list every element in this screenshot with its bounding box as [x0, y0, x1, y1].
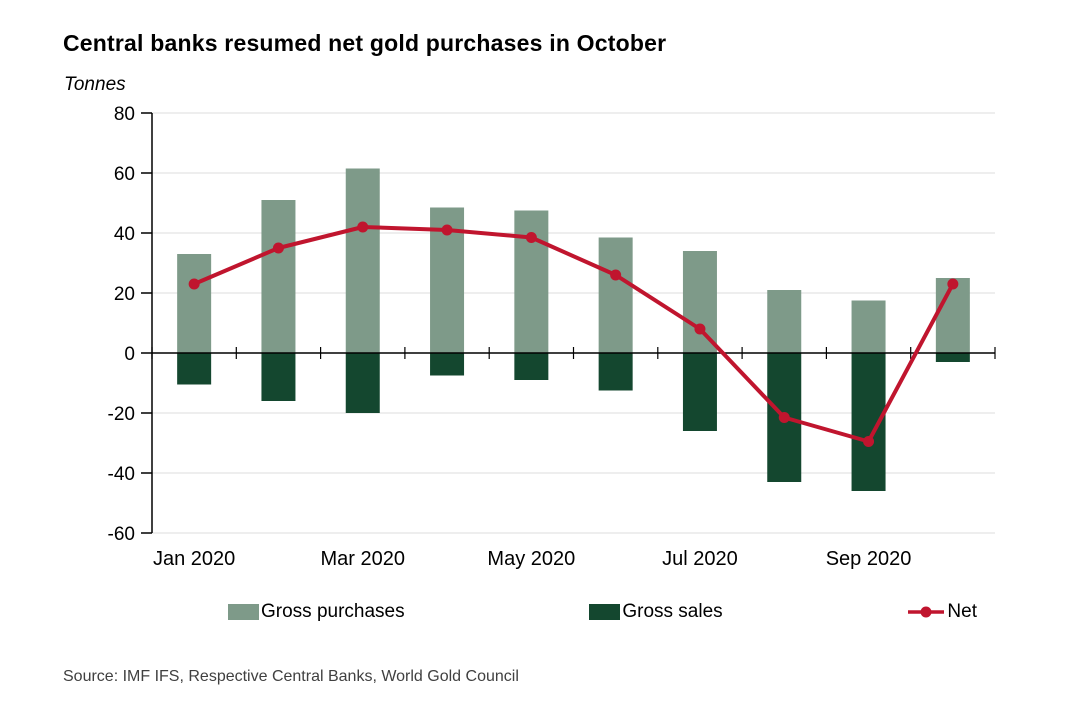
- net-point: [694, 323, 706, 335]
- y-tick-label: -20: [108, 404, 135, 425]
- y-tick-label: 20: [114, 284, 135, 305]
- bar-gross-purchases: [345, 168, 380, 353]
- bar-gross-purchases: [682, 251, 717, 353]
- legend-label-net: Net: [947, 601, 977, 622]
- chart-title: Central banks resumed net gold purchases…: [63, 30, 667, 56]
- bar-gross-sales: [682, 353, 717, 431]
- bar-gross-purchases: [598, 237, 633, 353]
- net-point: [525, 232, 537, 243]
- bar-gross-sales: [935, 353, 970, 362]
- bar-gross-sales: [598, 353, 633, 391]
- gross-purchases-swatch-icon: [228, 604, 259, 620]
- legend-item-net: Net: [907, 601, 977, 623]
- bar-gross-sales: [261, 353, 296, 401]
- y-tick-label: -40: [108, 464, 135, 485]
- bar-gross-sales: [430, 353, 465, 376]
- legend-label-gross-purchases: Gross purchases: [261, 601, 405, 622]
- x-tick-label: Jul 2020: [662, 548, 738, 570]
- source-text: Source: IMF IFS, Respective Central Bank…: [63, 668, 519, 685]
- x-tick-label: Sep 2020: [826, 548, 912, 570]
- bar-gross-sales: [177, 353, 212, 385]
- y-tick-label: 60: [114, 164, 135, 185]
- net-point: [947, 278, 959, 290]
- chart-canvas: -60 -40 -20 0 20 40 60 80 Jan 2020 Mar 2020 May 20…: [108, 104, 996, 570]
- x-tick-label: May 2020: [487, 548, 575, 570]
- legend-label-gross-sales: Gross sales: [622, 601, 723, 622]
- net-line-marker-icon: [907, 605, 945, 619]
- y-tick-label: 40: [114, 224, 135, 245]
- net-point: [272, 242, 284, 254]
- y-tick-label: 0: [124, 344, 135, 365]
- net-point: [610, 269, 622, 281]
- y-axis-unit-label: Tonnes: [64, 74, 126, 95]
- bar-gross-sales: [514, 353, 549, 380]
- gross-sales-swatch-icon: [589, 604, 621, 620]
- x-tick-label: Mar 2020: [321, 548, 406, 570]
- bar-gross-sales: [345, 353, 380, 413]
- y-tick-label: -60: [108, 524, 135, 545]
- bar-gross-purchases: [767, 290, 802, 353]
- bar-gross-purchases: [261, 200, 296, 353]
- x-tick-label: Jan 2020: [153, 548, 235, 570]
- bar-gross-purchases: [851, 300, 886, 353]
- net-point: [778, 412, 790, 423]
- net-line: [193, 225, 955, 444]
- legend-item-gross-purchases: Gross purchases: [228, 601, 405, 623]
- net-point: [863, 436, 875, 447]
- bar-gross-purchases: [177, 254, 212, 353]
- y-tick-label: 80: [114, 104, 135, 125]
- bar-gross-purchases: [935, 278, 970, 353]
- net-point: [357, 221, 369, 233]
- net-point: [441, 224, 453, 236]
- legend-item-gross-sales: Gross sales: [589, 601, 723, 623]
- chart-legend: Gross purchases Gross sales Net: [152, 598, 995, 626]
- bar-gross-purchases: [514, 210, 549, 353]
- net-point: [188, 278, 200, 290]
